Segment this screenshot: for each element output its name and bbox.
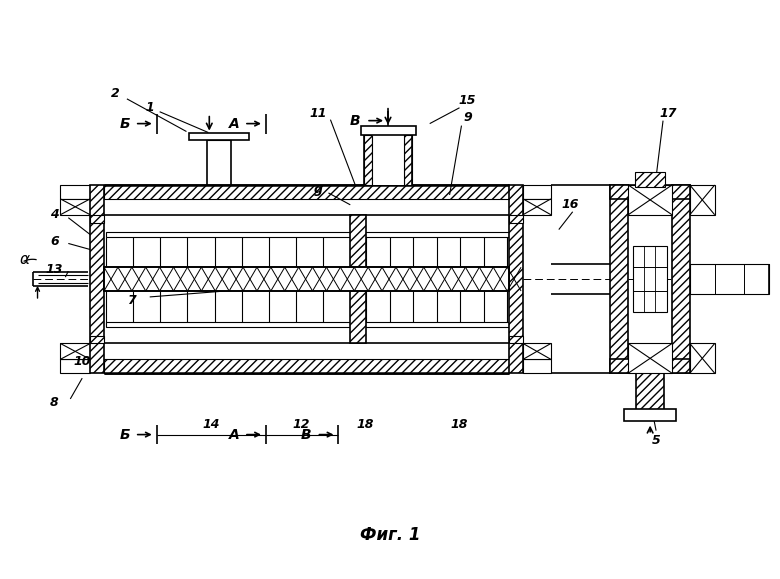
Bar <box>633 247 667 312</box>
Bar <box>635 172 665 187</box>
Text: В: В <box>300 428 311 442</box>
Text: 12: 12 <box>292 418 310 431</box>
Bar <box>106 232 509 236</box>
Bar <box>629 343 672 373</box>
Bar <box>509 336 523 343</box>
Text: 6: 6 <box>50 235 58 248</box>
Bar <box>672 185 690 373</box>
Bar <box>611 185 629 373</box>
Text: Б: Б <box>119 428 130 442</box>
Bar <box>60 343 90 360</box>
Text: 18: 18 <box>451 418 468 431</box>
Text: 5: 5 <box>652 434 661 447</box>
Text: 7: 7 <box>127 294 136 307</box>
Text: 1: 1 <box>145 101 154 114</box>
Text: 2: 2 <box>111 87 119 100</box>
Text: А: А <box>229 428 239 442</box>
Bar <box>364 135 372 185</box>
Bar <box>523 185 551 199</box>
Bar <box>60 199 90 215</box>
Bar <box>690 185 714 215</box>
Bar <box>636 373 664 411</box>
Text: 15: 15 <box>459 94 477 107</box>
Bar <box>90 336 104 343</box>
Text: g: g <box>314 184 323 196</box>
Bar <box>509 215 523 223</box>
Bar <box>104 185 509 199</box>
Text: А: А <box>229 116 239 131</box>
Bar <box>350 215 366 343</box>
Text: 18: 18 <box>356 418 374 431</box>
Text: 13: 13 <box>46 263 63 276</box>
Bar <box>60 360 90 373</box>
Bar <box>372 135 404 185</box>
Bar <box>509 185 523 373</box>
Bar <box>104 267 509 291</box>
Bar <box>629 185 672 215</box>
Text: 4: 4 <box>50 208 58 221</box>
Bar <box>90 215 104 223</box>
Text: 9: 9 <box>463 111 472 124</box>
Text: α: α <box>20 252 30 267</box>
Bar <box>690 264 769 294</box>
Bar <box>60 185 90 199</box>
Bar <box>611 360 690 373</box>
Text: 10: 10 <box>73 355 91 368</box>
Bar <box>361 126 416 135</box>
Bar <box>611 185 690 199</box>
Text: Фиг. 1: Фиг. 1 <box>360 526 420 544</box>
Text: 11: 11 <box>310 107 328 120</box>
Bar <box>90 185 104 373</box>
Text: 17: 17 <box>659 107 677 120</box>
Bar <box>523 360 551 373</box>
Text: В: В <box>350 113 360 127</box>
Bar <box>690 343 714 373</box>
Bar <box>104 360 509 373</box>
Text: 14: 14 <box>203 418 220 431</box>
Text: 16: 16 <box>562 199 580 211</box>
Bar <box>523 343 551 360</box>
Bar <box>104 267 509 291</box>
Bar <box>404 135 412 185</box>
Bar <box>624 409 676 421</box>
Bar <box>106 322 509 327</box>
Bar <box>523 199 551 215</box>
Text: 8: 8 <box>50 397 58 409</box>
Text: Б: Б <box>119 116 130 131</box>
Bar <box>190 133 249 141</box>
